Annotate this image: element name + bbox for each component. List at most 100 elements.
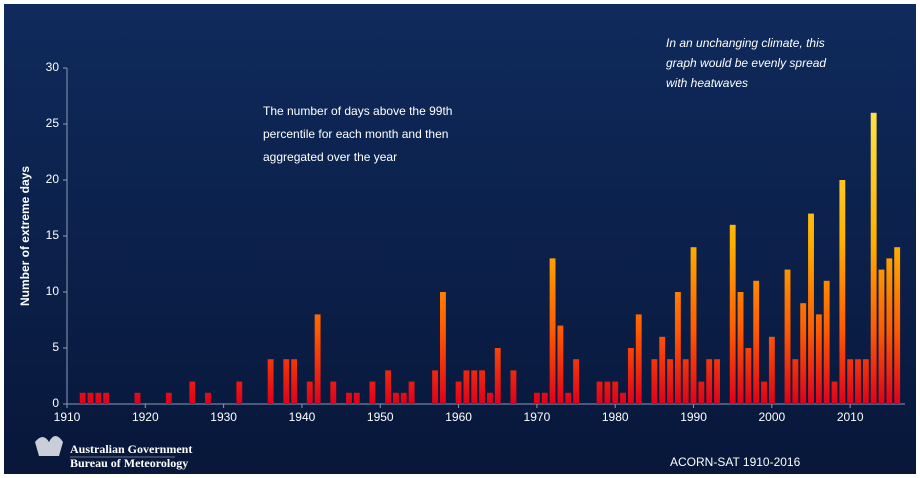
note-line: with heatwaves xyxy=(666,76,748,90)
logo-line: Bureau of Meteorology xyxy=(70,456,188,470)
bar xyxy=(533,392,540,404)
x-tick-label: 1920 xyxy=(132,410,159,424)
bar xyxy=(79,392,86,404)
bar xyxy=(855,359,861,404)
bar xyxy=(165,392,172,404)
bar xyxy=(698,381,705,404)
bar xyxy=(385,370,392,404)
y-tick-label: 5 xyxy=(52,340,59,354)
bar xyxy=(541,392,548,404)
bar xyxy=(659,336,666,404)
bar xyxy=(831,381,838,404)
bar xyxy=(353,392,360,404)
bar xyxy=(400,392,407,404)
bar xyxy=(808,213,814,404)
bar xyxy=(549,258,556,404)
bar xyxy=(823,280,830,404)
bar xyxy=(815,314,822,404)
bar xyxy=(236,381,243,404)
source: ACORN-SAT 1910-2016 xyxy=(670,455,801,469)
bar xyxy=(682,359,689,404)
note-line: In an unchanging climate, this xyxy=(666,36,825,50)
bar xyxy=(205,392,211,404)
x-tick-label: 1960 xyxy=(445,410,472,424)
bar xyxy=(95,392,102,404)
bar xyxy=(455,381,462,404)
bar xyxy=(878,269,885,404)
y-tick-label: 15 xyxy=(46,228,60,242)
bar xyxy=(894,247,901,404)
bar xyxy=(103,392,110,404)
bar xyxy=(714,359,720,404)
annotation-line: aggregated over the year xyxy=(263,150,397,164)
bar xyxy=(627,348,634,404)
bar xyxy=(557,325,564,404)
bar xyxy=(862,359,869,404)
bar xyxy=(612,381,619,404)
x-tick-label: 1950 xyxy=(367,410,394,424)
bar xyxy=(330,381,337,404)
bar xyxy=(784,269,791,404)
bar xyxy=(847,359,854,404)
y-tick-label: 0 xyxy=(52,396,59,410)
x-tick-label: 1910 xyxy=(54,410,81,424)
bar xyxy=(635,314,642,404)
bar xyxy=(706,359,713,404)
y-tick-label: 20 xyxy=(46,172,60,186)
bar xyxy=(283,359,290,404)
bar xyxy=(674,292,681,404)
annotation-line: percentile for each month and then xyxy=(263,127,448,141)
x-tick-label: 1930 xyxy=(210,410,237,424)
bar xyxy=(565,392,572,404)
bar xyxy=(369,381,376,404)
x-tick-label: 1980 xyxy=(602,410,629,424)
bar xyxy=(768,336,775,404)
bar xyxy=(886,258,893,404)
bar xyxy=(87,392,94,404)
bar xyxy=(651,359,658,404)
bar xyxy=(761,381,767,404)
bar xyxy=(408,381,415,404)
note-line: graph would be evenly spread xyxy=(666,56,826,70)
bar xyxy=(463,370,470,404)
y-tick-label: 30 xyxy=(46,60,60,74)
bar xyxy=(267,359,274,404)
bar xyxy=(839,180,846,404)
bar xyxy=(439,292,446,404)
bar xyxy=(753,280,760,404)
bar xyxy=(471,370,478,404)
bar xyxy=(667,359,673,404)
bar xyxy=(737,292,744,404)
bar xyxy=(134,392,141,404)
bar xyxy=(314,314,321,404)
y-tick-label: 25 xyxy=(46,116,60,130)
x-tick-label: 1970 xyxy=(524,410,551,424)
bar xyxy=(690,247,697,404)
bar xyxy=(729,224,736,404)
bar xyxy=(189,381,196,404)
bar xyxy=(573,359,580,404)
bar xyxy=(479,370,486,404)
bar xyxy=(291,359,298,404)
crest xyxy=(35,436,63,456)
x-tick-label: 2010 xyxy=(837,410,864,424)
bar xyxy=(306,381,313,404)
bar xyxy=(800,303,807,404)
bar xyxy=(346,392,352,404)
x-tick-label: 1940 xyxy=(289,410,316,424)
logo: Australian Government Bureau of Meteorol… xyxy=(35,436,192,470)
bar xyxy=(392,392,399,404)
bar xyxy=(596,381,603,404)
x-tick-label: 1990 xyxy=(680,410,707,424)
bar xyxy=(745,348,752,404)
bar xyxy=(486,392,493,404)
bar xyxy=(792,359,799,404)
y-axis-label: Number of extreme days xyxy=(18,166,32,306)
y-tick-label: 10 xyxy=(46,284,60,298)
bar xyxy=(620,392,626,404)
bar xyxy=(510,370,517,404)
bar xyxy=(870,112,877,405)
annotation-line: The number of days above the 99th xyxy=(263,104,452,118)
x-tick-label: 2000 xyxy=(759,410,786,424)
